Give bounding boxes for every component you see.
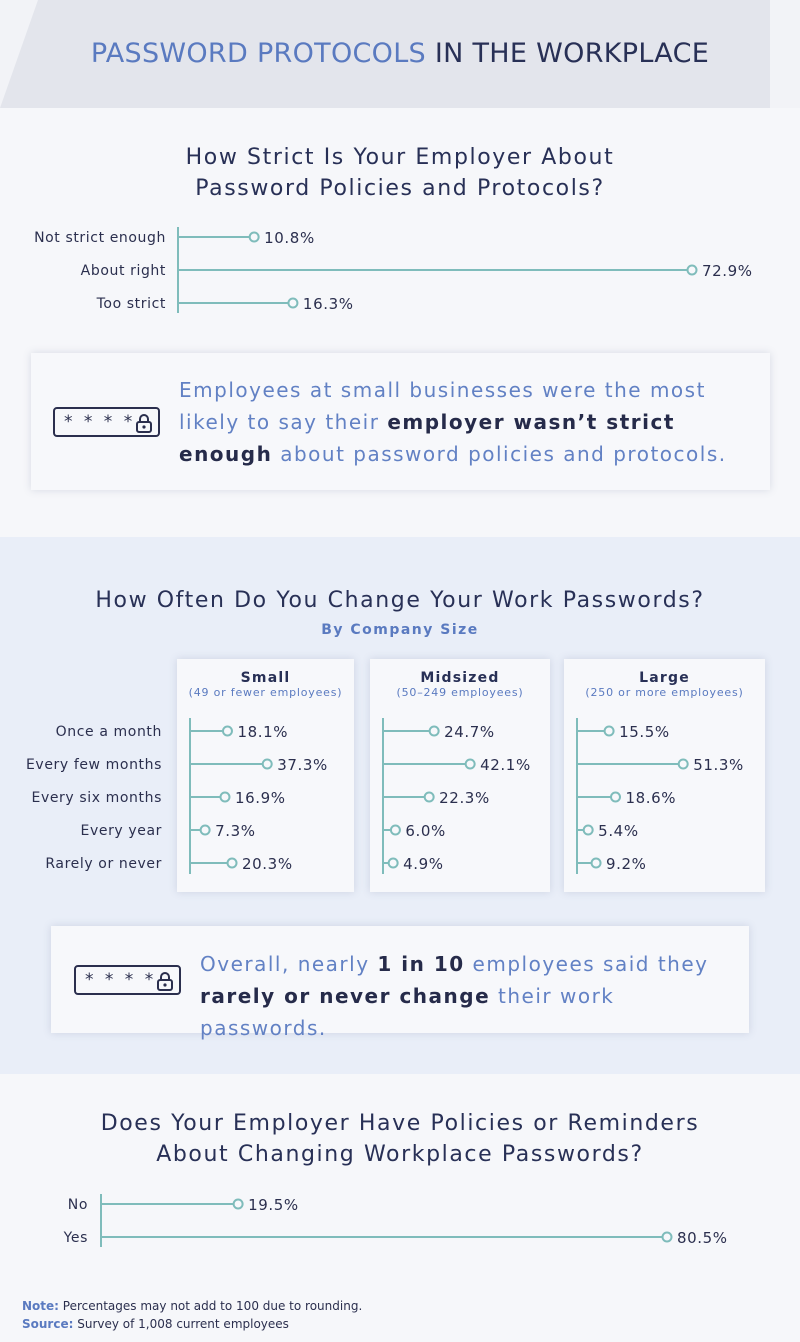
reminders-data-label: 80.5% xyxy=(677,1229,728,1247)
strictness-category-label: Not strict enough xyxy=(34,230,166,246)
frequency-subtitle: By Company Size xyxy=(321,622,479,638)
midsized-point xyxy=(428,725,440,737)
panel-midsized xyxy=(370,659,550,892)
small-point xyxy=(261,758,273,770)
large-point xyxy=(610,791,622,803)
callout-strictness: * * * * Employees at small businesses we… xyxy=(31,353,770,490)
frequency-title: How Often Do You Change Your Work Passwo… xyxy=(95,588,705,613)
small-category-label: Every six months xyxy=(32,790,163,806)
strictness-data-label: 10.8% xyxy=(264,229,315,247)
padlock-icon xyxy=(136,414,152,433)
callout-frequency-text: Overall, nearly 1 in 10 employees said t… xyxy=(200,952,709,1040)
reminders-title-line2: About Changing Workplace Passwords? xyxy=(156,1142,644,1167)
password-lock-icon-2: * * * * xyxy=(74,965,181,995)
small-point xyxy=(199,824,211,836)
panel-midsized-name: Midsized xyxy=(420,670,500,686)
title-highlight: PASSWORD PROTOCOLS xyxy=(90,38,426,69)
small-data-label: 37.3% xyxy=(277,756,328,774)
callout-frequency: * * * * Overall, nearly 1 in 10 employee… xyxy=(51,926,749,1040)
strictness-point xyxy=(248,231,260,243)
large-data-label: 15.5% xyxy=(619,723,670,741)
password-lock-icon: * * * * xyxy=(53,407,160,437)
small-category-label: Rarely or never xyxy=(45,856,162,872)
panel-large-head: Large (250 or more employees) xyxy=(564,670,765,699)
strictness-category-label: About right xyxy=(81,263,166,279)
midsized-data-label: 4.9% xyxy=(403,855,444,873)
reminders-point xyxy=(232,1198,244,1210)
small-point xyxy=(221,725,233,737)
strictness-chart: Not strict enough 10.8% About right 72.9% To… xyxy=(34,227,753,313)
panel-midsized-note: (50–249 employees) xyxy=(396,686,524,699)
reminders-point xyxy=(661,1231,673,1243)
panel-large-note: (250 or more employees) xyxy=(585,686,744,699)
title-rest: IN THE WORKPLACE xyxy=(425,38,710,69)
panel-midsized-head: Midsized (50–249 employees) xyxy=(370,670,550,699)
strictness-title: How Strict Is Your Employer About Passwo… xyxy=(0,142,800,204)
large-point xyxy=(582,824,594,836)
small-category-label: Once a month xyxy=(56,724,162,740)
panel-small-note: (49 or fewer employees) xyxy=(188,686,343,699)
panel-large-name: Large xyxy=(639,670,690,686)
small-data-label: 16.9% xyxy=(235,789,286,807)
footnotes: Note: Percentages may not add to 100 due… xyxy=(22,1297,362,1333)
large-point xyxy=(677,758,689,770)
panel-small-name: Small xyxy=(240,670,291,686)
large-data-label: 5.4% xyxy=(598,822,639,840)
reminders-title-line1: Does Your Employer Have Policies or Remi… xyxy=(100,1111,700,1136)
panel-small-head: Small (49 or fewer employees) xyxy=(177,670,354,699)
midsized-data-label: 22.3% xyxy=(439,789,490,807)
strictness-category-label: Too strict xyxy=(96,296,166,312)
strictness-data-label: 16.3% xyxy=(303,295,354,313)
midsized-point xyxy=(464,758,476,770)
header-banner xyxy=(0,0,800,108)
midsized-point xyxy=(389,824,401,836)
midsized-point xyxy=(387,857,399,869)
large-data-label: 51.3% xyxy=(693,756,744,774)
reminders-title: Does Your Employer Have Policies or Remi… xyxy=(0,1108,800,1170)
small-data-label: 20.3% xyxy=(242,855,293,873)
note-line: Note: Percentages may not add to 100 due… xyxy=(22,1299,363,1313)
small-category-label: Every year xyxy=(81,823,162,839)
small-category-label: Every few months xyxy=(26,757,162,773)
padlock-icon-2 xyxy=(157,972,173,991)
midsized-data-label: 6.0% xyxy=(405,822,446,840)
source-line: Source: Survey of 1,008 current employee… xyxy=(22,1317,289,1331)
reminders-data-label: 19.5% xyxy=(248,1196,299,1214)
midsized-point xyxy=(423,791,435,803)
small-data-label: 18.1% xyxy=(237,723,288,741)
large-point xyxy=(603,725,615,737)
large-point xyxy=(590,857,602,869)
large-data-label: 9.2% xyxy=(606,855,647,873)
small-data-label: 7.3% xyxy=(215,822,256,840)
midsized-data-label: 24.7% xyxy=(444,723,495,741)
strictness-title-line2: Password Policies and Protocols? xyxy=(195,176,605,201)
frequency-chart: Once a month 18.1% Every few months 37.3% Ev… xyxy=(26,718,744,874)
panel-large xyxy=(564,659,765,892)
strictness-title-line1: How Strict Is Your Employer About xyxy=(185,145,615,170)
strictness-point xyxy=(287,297,299,309)
midsized-data-label: 42.1% xyxy=(480,756,531,774)
reminders-category-label: Yes xyxy=(63,1230,88,1246)
strictness-data-label: 72.9% xyxy=(702,262,753,280)
callout-strictness-text: Employees at small businesses were the m… xyxy=(179,378,727,466)
reminders-category-label: No xyxy=(68,1197,88,1213)
page-title: PASSWORD PROTOCOLS IN THE WORKPLACE xyxy=(0,38,800,69)
panel-small xyxy=(177,659,354,892)
header-band xyxy=(0,0,770,108)
large-data-label: 18.6% xyxy=(626,789,677,807)
small-point xyxy=(226,857,238,869)
strictness-point xyxy=(686,264,698,276)
small-point xyxy=(219,791,231,803)
reminders-chart: No 19.5% Yes 80.5% xyxy=(63,1194,728,1247)
